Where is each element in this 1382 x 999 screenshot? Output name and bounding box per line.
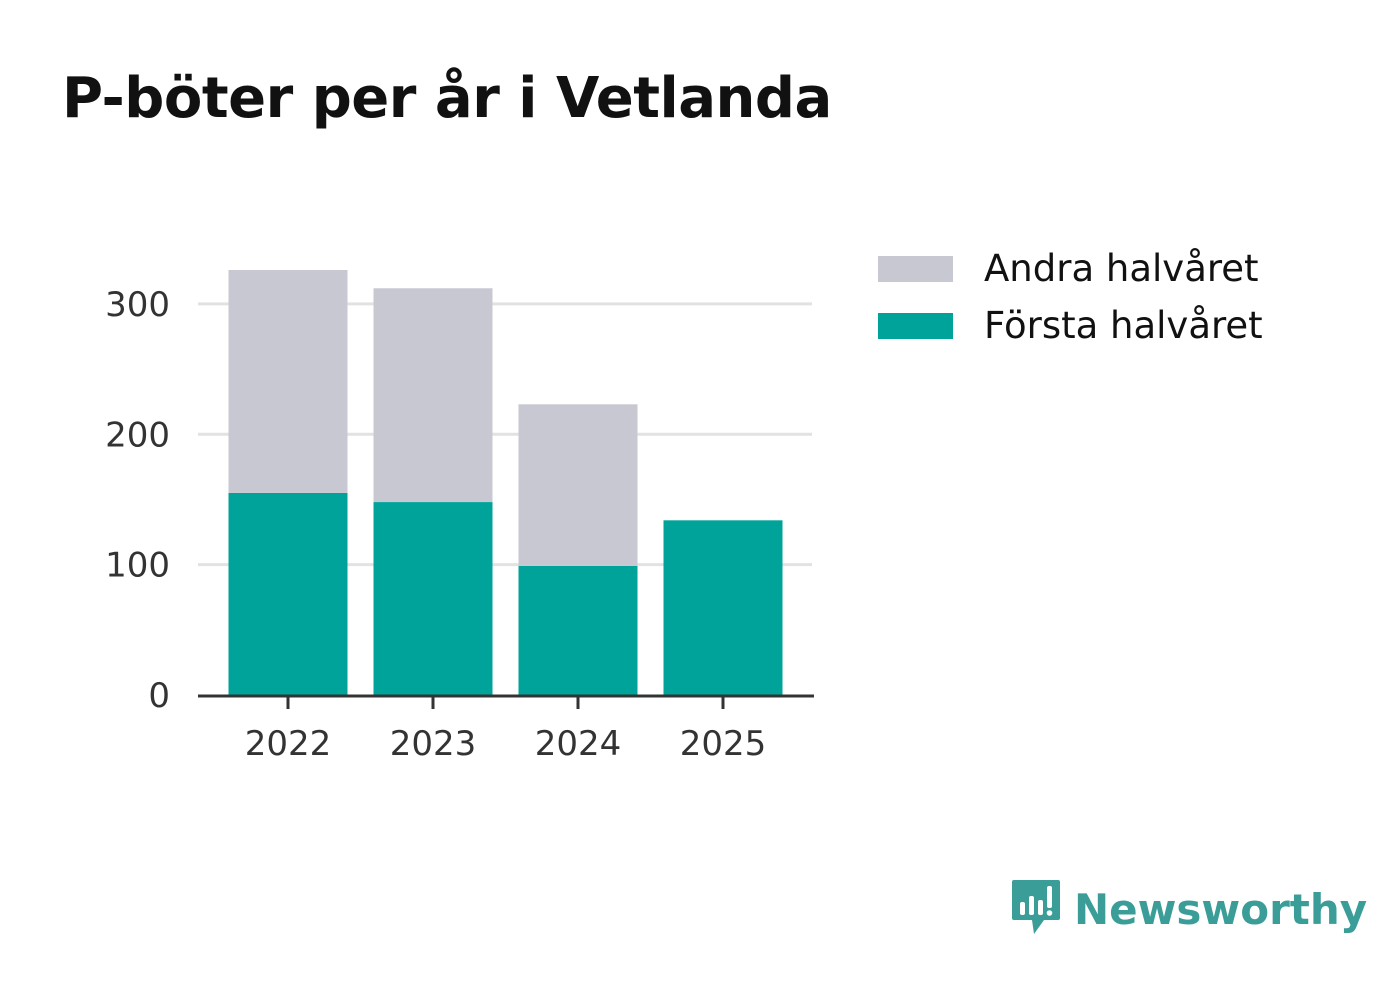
brand-name: Newsworthy — [1074, 884, 1368, 934]
legend-label-forsta: Första halvåret — [984, 304, 1263, 347]
bar-2025-forsta[interactable] — [663, 520, 783, 695]
y-tick-label-300: 300 — [105, 285, 170, 325]
bar-2024-andra[interactable] — [518, 404, 638, 566]
chart-title: P-böter per år i Vetlanda — [62, 66, 832, 131]
newsworthy-logo-icon — [1012, 880, 1060, 934]
x-tick-label-2024: 2024 — [535, 724, 622, 764]
legend-swatch-andra — [878, 255, 953, 282]
bar-2022-andra[interactable] — [228, 270, 348, 493]
bar-2023-forsta[interactable] — [373, 502, 493, 695]
y-axis-ticks: 0 100 200 300 — [105, 285, 170, 716]
legend-swatch-forsta — [878, 312, 953, 339]
bars — [228, 270, 783, 695]
bar-2024-forsta[interactable] — [518, 565, 638, 695]
x-tick-label-2023: 2023 — [390, 724, 477, 764]
bar-2023-andra[interactable] — [373, 288, 493, 503]
y-tick-label-100: 100 — [105, 546, 170, 586]
legend-item-forsta[interactable]: Första halvåret — [878, 297, 1263, 354]
x-axis: 2022 2023 2024 2025 — [198, 694, 814, 764]
x-tick-label-2022: 2022 — [245, 724, 332, 764]
legend-label-andra: Andra halvåret — [984, 247, 1259, 290]
brand-logo[interactable]: Newsworthy — [1010, 878, 1367, 940]
legend-item-andra[interactable]: Andra halvåret — [878, 240, 1263, 297]
y-tick-label-200: 200 — [105, 415, 170, 455]
bar-2022-forsta[interactable] — [228, 492, 348, 695]
legend: Andra halvåret Första halvåret — [878, 240, 1263, 354]
y-tick-label-0: 0 — [148, 676, 170, 716]
x-tick-label-2025: 2025 — [680, 724, 767, 764]
